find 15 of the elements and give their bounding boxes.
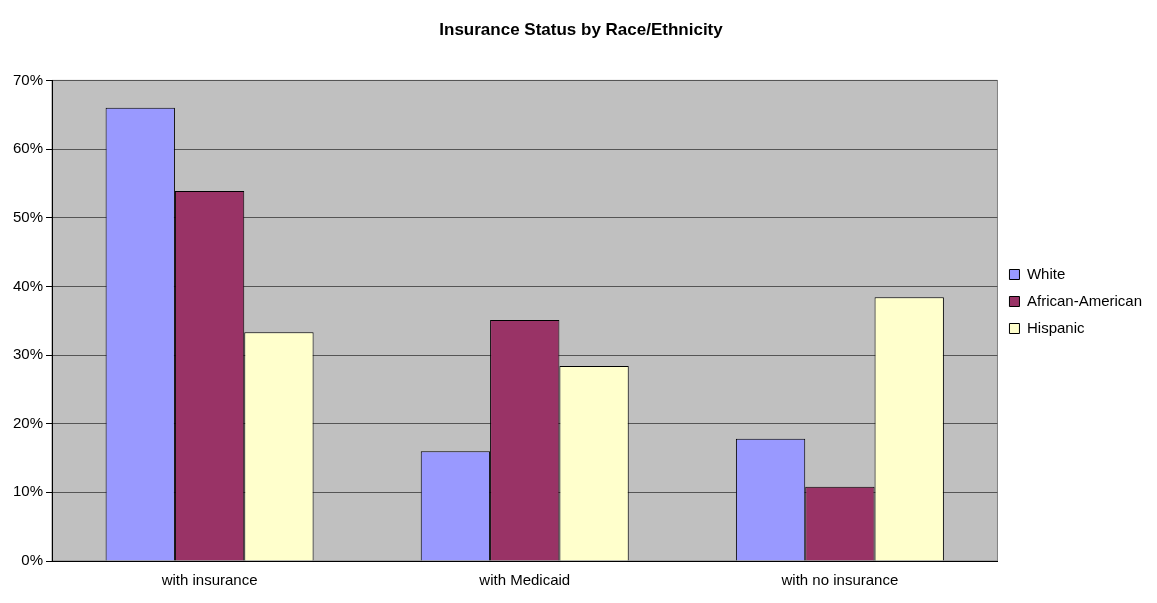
y-tick-label: 10%: [12, 482, 44, 500]
legend-label: African-American: [1026, 291, 1143, 309]
chart-title: Insurance Status by Race/Ethnicity: [439, 19, 724, 39]
y-tick-label: 50%: [12, 207, 44, 225]
y-tick-label: 60%: [12, 139, 44, 157]
x-tick-label: with Medicaid: [478, 571, 571, 589]
x-tick-label: with insurance: [160, 571, 258, 589]
legend-label: White: [1026, 264, 1066, 282]
y-tick-label: 30%: [12, 345, 44, 363]
y-tick-label: 70%: [12, 70, 44, 88]
y-tick-label: 0%: [21, 551, 44, 569]
legend-label: Hispanic: [1026, 318, 1085, 336]
y-tick-label: 40%: [12, 276, 44, 294]
x-tick-label: with no insurance: [780, 571, 899, 589]
y-tick-label: 20%: [12, 413, 44, 431]
